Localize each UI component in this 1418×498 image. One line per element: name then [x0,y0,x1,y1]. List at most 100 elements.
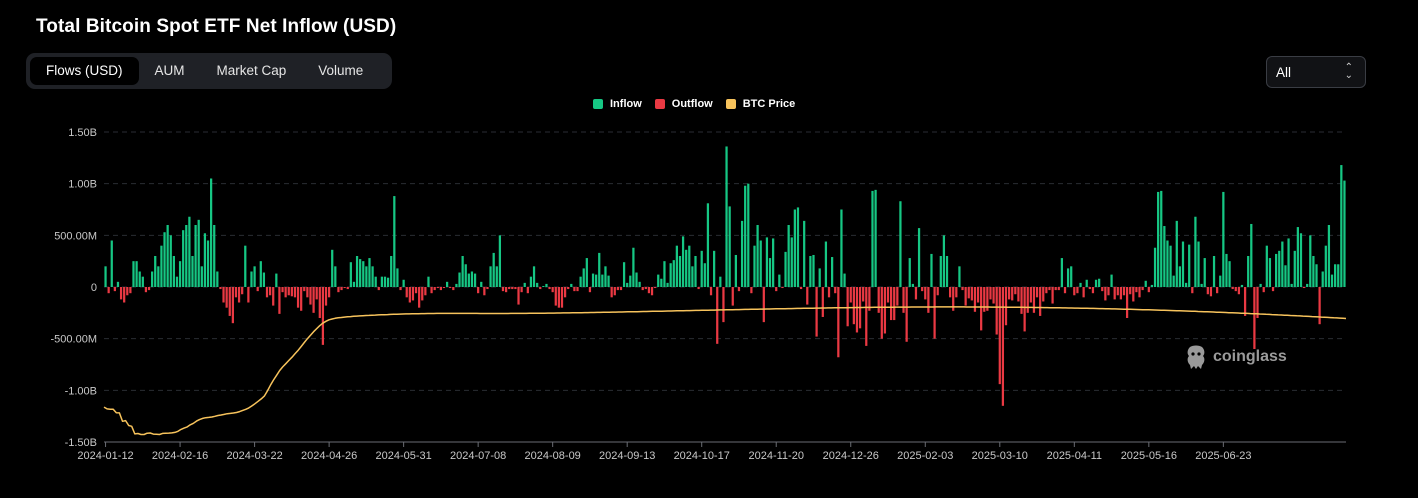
range-select[interactable]: All ⌃ ⌄ [1266,56,1366,88]
outflow-bar [377,287,380,291]
outflow-bar [886,287,890,303]
tab-market-cap[interactable]: Market Cap [216,63,287,78]
outflow-bar [815,287,818,337]
inflow-bar [253,266,256,287]
inflow-bar [197,219,200,287]
outflow-bar [327,287,331,298]
inflow-bar [374,276,377,287]
outflow-bar [241,287,244,295]
outflow-bar [980,287,983,331]
outflow-bar [998,287,1001,385]
outflow-bar [293,287,297,298]
inflow-bar [1172,275,1175,287]
inflow-bar [182,230,185,287]
outflow-bar [1129,287,1132,295]
inflow-bar [523,282,526,287]
inflow-bar [796,207,800,287]
inflow-bar [824,241,828,287]
inflow-bar [607,275,610,287]
inflow-bar [396,268,399,287]
inflow-bar [365,266,368,287]
outflow-bar [1029,287,1032,303]
tab-volume[interactable]: Volume [318,63,364,78]
inflow-bar [660,278,663,287]
outflow-swatch [654,99,665,109]
inflow-bar [1337,264,1340,287]
outflow-bar [989,287,992,300]
outflow-bar [862,287,865,302]
outflow-bar [219,287,222,290]
outflow-bar [619,287,623,291]
outflow-bar [107,287,110,294]
inflow-bar [1181,241,1185,287]
inflow-bar [1222,191,1225,287]
inflow-bar [700,250,703,287]
legend-item-outflow[interactable]: Outflow [654,98,713,110]
inflow-bar [259,261,262,287]
outflow-bar [731,287,734,306]
inflow-bar [1212,256,1216,287]
inflow-bar [1085,279,1088,287]
inflow-bar [110,240,113,287]
inflow-bar [675,245,678,287]
outflow-bar [1107,287,1110,296]
inflow-bar [1312,256,1315,287]
outflow-bar [852,287,855,325]
inflow-bar [688,245,691,287]
inflow-bar [747,183,750,287]
inflow-bar [622,262,626,287]
outflow-bar [616,287,619,291]
outflow-bar [129,287,132,294]
y-tick-label: 500.00M [54,230,97,242]
inflow-bar [157,266,160,287]
outflow-bar [501,287,505,292]
tab-aum[interactable]: AUM [154,63,185,78]
outflow-bar [324,287,328,306]
outflow-bar [775,287,778,292]
legend-item-btc-price[interactable]: BTC Price [725,98,795,110]
inflow-bar [1321,271,1324,287]
inflow-bar [818,268,821,287]
inflow-bar [678,256,682,287]
inflow-bar [1330,274,1334,287]
x-tick-label: 2025-06-23 [1195,450,1251,462]
outflow-bar [477,287,480,294]
inflow-bar [958,266,961,287]
inflow-bar [1163,226,1166,287]
x-tick-label: 2024-03-22 [226,450,282,462]
outflow-bar [806,287,809,305]
inflow-bar [402,279,405,287]
inflow-bar [1157,191,1160,287]
inflow-bar [455,283,458,287]
outflow-bar [1007,287,1011,300]
outflow-bar [442,287,446,289]
outflow-bar [1042,287,1045,302]
legend-item-inflow[interactable]: Inflow [593,98,642,110]
inflow-bar [703,263,706,287]
outflow-bar [1026,287,1029,313]
outflow-bar [716,287,719,344]
outflow-bar [722,287,725,323]
inflow-bar [756,225,759,287]
inflow-bar [151,271,154,287]
inflow-bar [185,225,188,287]
outflow-bar [1122,287,1126,296]
inflow-bar [871,190,874,287]
inflow-bar [393,196,396,287]
inflow-bar [939,256,942,287]
inflow-bar [1153,247,1157,287]
outflow-bar [927,287,930,313]
inflow-bar [1060,258,1064,287]
outflow-bar [827,287,831,298]
inflow-bar [532,266,536,287]
inflow-bar [1293,250,1296,287]
inflow-bar [175,276,179,287]
outflow-bar [144,287,148,293]
outflow-bar [837,287,840,358]
inflow-bar [753,245,756,287]
outflow-bar [933,287,936,339]
inflow-bar [1225,253,1228,287]
tab-flows[interactable]: Flows (USD) [30,57,139,85]
inflow-bar [1281,241,1284,287]
